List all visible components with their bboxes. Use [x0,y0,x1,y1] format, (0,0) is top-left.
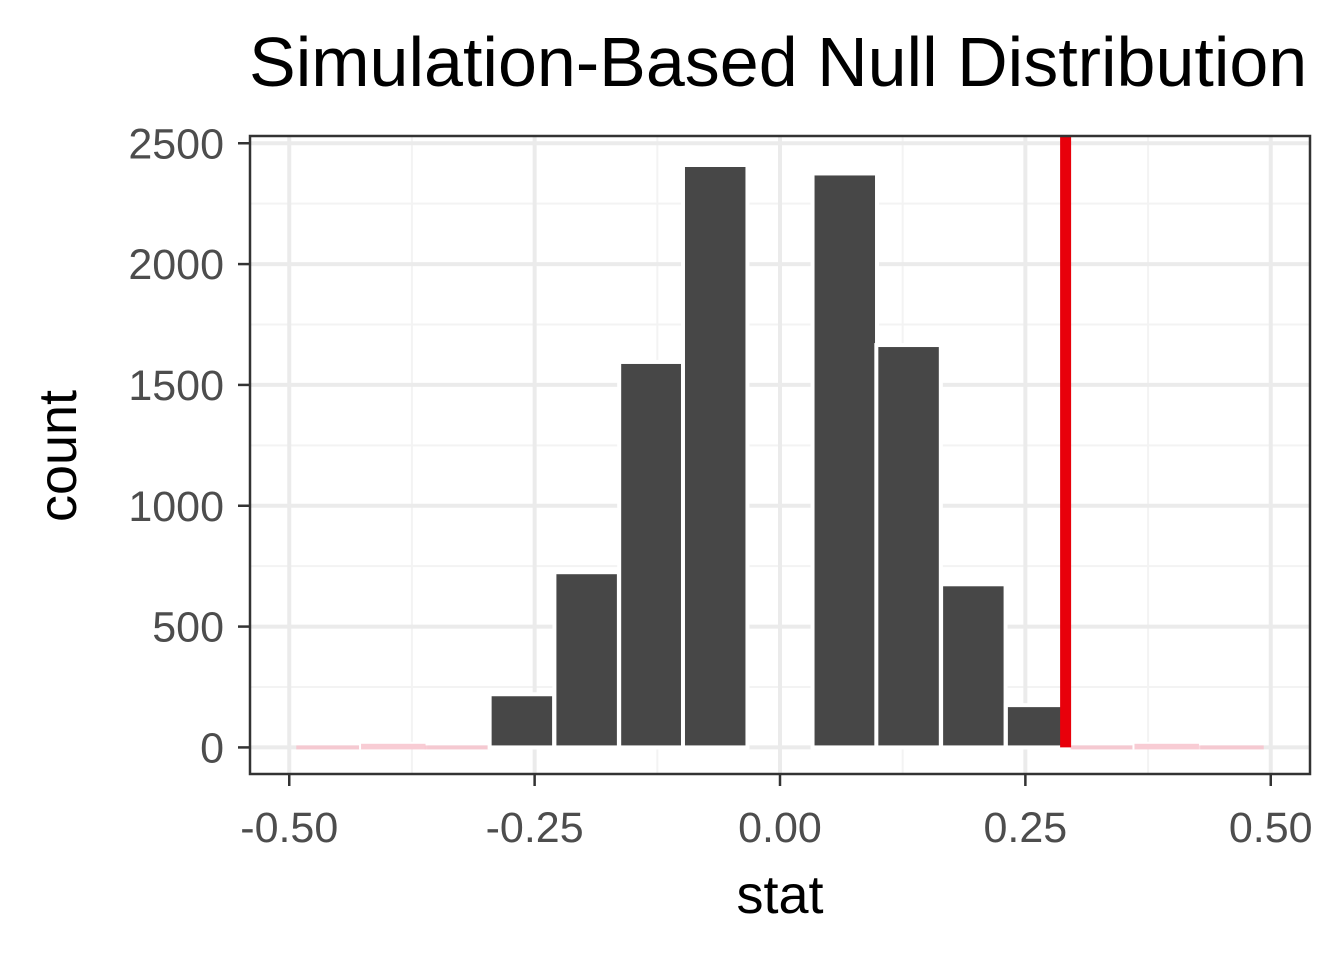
histogram-bar [939,582,1008,750]
grid-lines [250,136,1310,774]
x-tick-label: -0.25 [486,804,584,852]
histogram-bar [552,570,621,750]
y-axis-title: count [28,390,88,522]
y-axis: 0 500 1000 1500 2000 2500 [128,120,250,772]
chart-title: Simulation-Based Null Distribution [249,23,1307,101]
y-tick-label: 500 [152,604,224,652]
shaded-region-bar [424,745,490,750]
histogram-bar [680,163,750,750]
x-tick-label: 0.25 [984,804,1068,852]
shaded-region-bar [361,743,426,750]
y-tick-label: 1000 [128,483,224,531]
x-tick-label: 0.00 [738,804,822,852]
x-axis-title: stat [736,865,823,925]
y-tick-label: 0 [200,724,224,772]
histogram-bar [874,343,943,750]
y-tick-label: 1500 [128,362,224,410]
y-tick-label: 2500 [128,120,224,168]
x-axis: -0.50 -0.25 0.00 0.25 0.50 [240,774,1313,852]
shaded-region-bar [1070,745,1136,750]
y-tick-label: 2000 [128,241,224,289]
x-tick-label: -0.50 [240,804,338,852]
histogram-bar [810,171,880,750]
shaded-region-bar [296,745,361,750]
histogram-bar [487,692,557,750]
histogram-bars [296,163,1264,750]
shaded-region-bar [1134,743,1199,750]
x-tick-label: 0.50 [1229,804,1313,852]
shaded-region-bar [1199,745,1264,750]
histogram-bar [617,359,686,750]
